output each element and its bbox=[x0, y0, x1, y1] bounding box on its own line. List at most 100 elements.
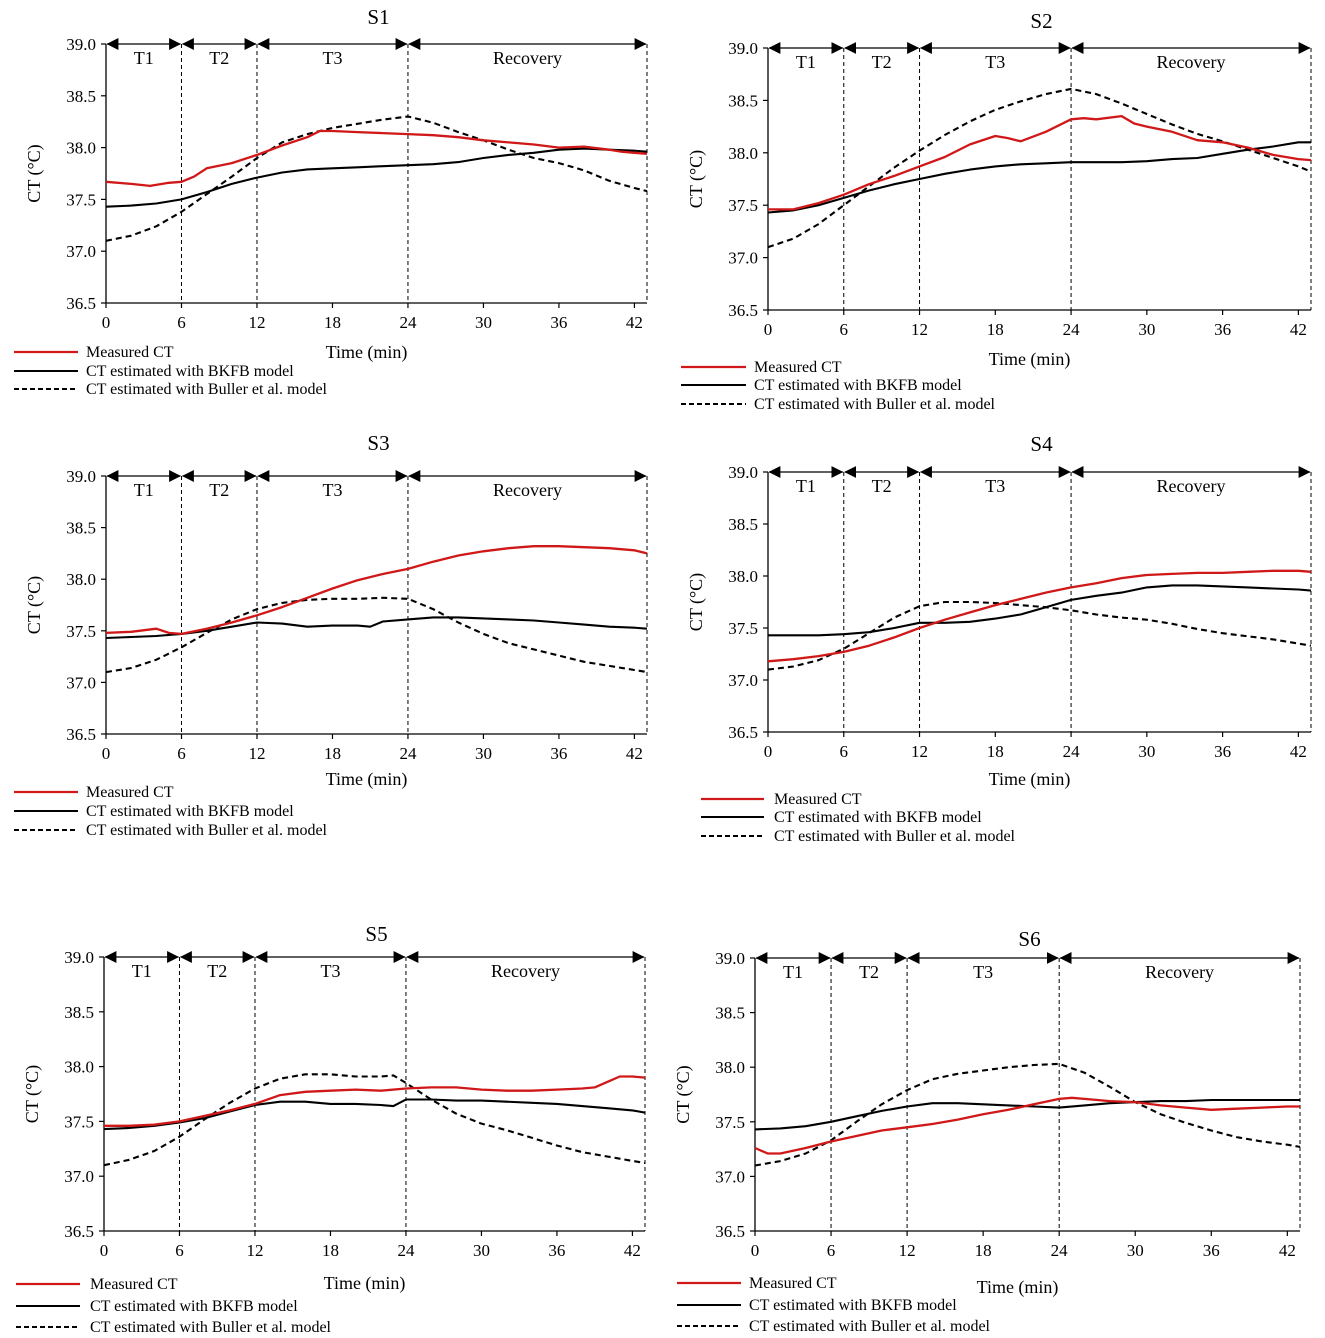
x-tick-label: 24 bbox=[1063, 742, 1081, 761]
measured-ct-line bbox=[105, 545, 648, 636]
x-tick-label: 18 bbox=[324, 744, 341, 763]
x-tick-label: 42 bbox=[626, 744, 643, 763]
chart-panel-s1: 36.5 37.0 37.5 38.0 38.5 39.0 0 6 12 18 24 30 36 42 T1… bbox=[14, 5, 648, 398]
phase-label: Recovery bbox=[493, 48, 562, 68]
y-axis-label: CT (°C) bbox=[24, 576, 45, 634]
y-tick-label: 37.5 bbox=[728, 196, 758, 215]
measured-ct-line bbox=[104, 1075, 646, 1127]
legend-label: CT estimated with Buller et al. model bbox=[86, 381, 328, 398]
panel-title: S2 bbox=[1030, 9, 1052, 33]
measured-ct-line bbox=[768, 114, 1312, 211]
phase-label: T1 bbox=[783, 962, 803, 982]
x-tick-label: 42 bbox=[1279, 1241, 1296, 1260]
y-tick-label: 37.0 bbox=[715, 1167, 745, 1186]
y-tick-label: 39.0 bbox=[64, 948, 94, 967]
x-tick-label: 12 bbox=[911, 320, 928, 339]
legend-label: CT estimated with BKFB model bbox=[86, 363, 294, 380]
x-tick-label: 36 bbox=[1214, 320, 1231, 339]
phase-label: T1 bbox=[134, 480, 154, 500]
bkfb-model-line bbox=[105, 616, 648, 640]
x-tick-label: 18 bbox=[975, 1241, 992, 1260]
x-tick-label: 6 bbox=[177, 313, 186, 332]
x-axis-label: Time (min) bbox=[989, 349, 1071, 370]
buller-model-line bbox=[105, 596, 648, 674]
y-tick-label: 38.5 bbox=[64, 1003, 94, 1022]
y-tick-label: 39.0 bbox=[66, 35, 96, 54]
legend-label: Measured CT bbox=[774, 791, 862, 808]
y-tick-label: 37.0 bbox=[64, 1167, 94, 1186]
y-tick-label: 36.5 bbox=[715, 1222, 745, 1241]
x-tick-label: 30 bbox=[475, 744, 492, 763]
x-axis-label: Time (min) bbox=[326, 342, 408, 363]
phase-label: T2 bbox=[207, 961, 227, 981]
x-tick-label: 30 bbox=[1138, 742, 1155, 761]
x-tick-label: 18 bbox=[324, 313, 341, 332]
x-tick-label: 6 bbox=[840, 742, 849, 761]
x-tick-label: 0 bbox=[764, 742, 773, 761]
chart-panel-s6: 36.5 37.0 37.5 38.0 38.5 39.0 0 6 12 18 24 30 36 42 T1… bbox=[673, 927, 1301, 1335]
x-tick-label: 12 bbox=[248, 313, 265, 332]
phase-label: T1 bbox=[132, 961, 152, 981]
x-tick-label: 6 bbox=[175, 1241, 184, 1260]
y-tick-label: 38.0 bbox=[64, 1058, 94, 1077]
buller-model-line bbox=[105, 115, 648, 242]
legend: Measured CT CT estimated with BKFB modelC… bbox=[14, 344, 328, 398]
y-tick-label: 39.0 bbox=[715, 949, 745, 968]
legend-label: CT estimated with Buller et al. model bbox=[749, 1318, 991, 1335]
buller-model-line bbox=[767, 87, 1312, 249]
x-axis-label: Time (min) bbox=[324, 1273, 406, 1294]
phase-label: T1 bbox=[134, 48, 154, 68]
x-tick-label: 36 bbox=[550, 744, 567, 763]
x-tick-label: 36 bbox=[548, 1241, 565, 1260]
phase-label: T3 bbox=[973, 962, 993, 982]
bkfb-model-line bbox=[754, 1098, 1300, 1131]
y-tick-label: 37.0 bbox=[66, 242, 96, 261]
y-tick-label: 37.0 bbox=[66, 673, 96, 692]
legend-label: Measured CT bbox=[749, 1275, 837, 1292]
phase-label: T1 bbox=[796, 476, 816, 496]
y-axis-label: CT (°C) bbox=[22, 1065, 43, 1123]
x-tick-label: 30 bbox=[1138, 320, 1155, 339]
phase-label: T2 bbox=[872, 476, 892, 496]
legend-label: CT estimated with Buller et al. model bbox=[774, 828, 1016, 845]
phase-label: T2 bbox=[209, 480, 229, 500]
legend-label: CT estimated with Buller et al. model bbox=[754, 396, 996, 413]
phase-label: T3 bbox=[322, 480, 342, 500]
x-tick-label: 0 bbox=[102, 313, 111, 332]
y-tick-label: 37.0 bbox=[728, 249, 758, 268]
x-tick-label: 0 bbox=[751, 1241, 760, 1260]
phase-label: T3 bbox=[985, 476, 1005, 496]
y-axis-label: CT (°C) bbox=[686, 150, 707, 208]
x-tick-label: 6 bbox=[177, 744, 186, 763]
x-tick-label: 42 bbox=[1290, 320, 1307, 339]
phase-label: T2 bbox=[859, 962, 879, 982]
buller-model-line bbox=[754, 1062, 1301, 1167]
y-tick-label: 37.5 bbox=[66, 622, 96, 641]
bkfb-model-line bbox=[105, 147, 648, 208]
x-tick-label: 24 bbox=[1063, 320, 1081, 339]
legend-label: Measured CT bbox=[86, 344, 174, 361]
y-tick-label: 36.5 bbox=[66, 294, 96, 313]
y-tick-label: 37.5 bbox=[715, 1113, 745, 1132]
legend-label: Measured CT bbox=[90, 1276, 178, 1293]
phase-label: Recovery bbox=[1157, 52, 1226, 72]
x-tick-label: 36 bbox=[1214, 742, 1231, 761]
y-tick-label: 37.5 bbox=[66, 190, 96, 209]
y-tick-label: 38.5 bbox=[728, 91, 758, 110]
phase-label: T3 bbox=[320, 961, 340, 981]
legend-label: Measured CT bbox=[86, 784, 174, 801]
measured-ct-line bbox=[105, 129, 648, 188]
phase-label: T2 bbox=[209, 48, 229, 68]
y-axis-label: CT (°C) bbox=[24, 144, 45, 202]
bkfb-model-line bbox=[103, 1098, 646, 1131]
x-tick-label: 42 bbox=[624, 1241, 641, 1260]
buller-model-line bbox=[103, 1073, 646, 1167]
x-tick-label: 30 bbox=[1127, 1241, 1144, 1260]
x-tick-label: 12 bbox=[899, 1241, 916, 1260]
legend-label: CT estimated with BKFB model bbox=[86, 803, 294, 820]
